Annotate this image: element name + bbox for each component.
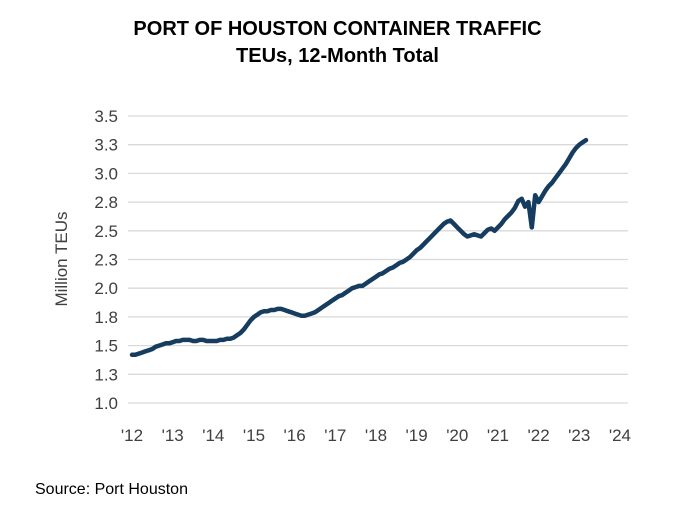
y-tick-label: 2.3 xyxy=(94,251,118,270)
y-tick-label: 2.0 xyxy=(94,279,118,298)
x-tick-label: '21 xyxy=(487,426,509,445)
y-tick-label: 1.5 xyxy=(94,337,118,356)
y-tick-label: 2.5 xyxy=(94,222,118,241)
source-note: Source: Port Houston xyxy=(35,481,188,498)
x-tick-label: '22 xyxy=(528,426,550,445)
y-tick-label: 2.8 xyxy=(94,193,118,212)
y-tick-label: 1.3 xyxy=(94,365,118,384)
x-tick-label: '13 xyxy=(162,426,184,445)
chart-title-line1: PORT OF HOUSTON CONTAINER TRAFFIC xyxy=(133,18,542,40)
y-tick-label: 3.3 xyxy=(94,136,118,155)
chart-title: PORT OF HOUSTON CONTAINER TRAFFIC TEUs, … xyxy=(0,16,675,70)
x-tick-label: '17 xyxy=(324,426,346,445)
y-tick-label: 3.5 xyxy=(94,107,118,126)
y-tick-label: 1.0 xyxy=(94,394,118,413)
x-tick-label: '19 xyxy=(406,426,428,445)
x-tick-label: '16 xyxy=(284,426,306,445)
traffic-line xyxy=(129,137,589,358)
x-tick-label: '20 xyxy=(446,426,468,445)
chart-title-line2: TEUs, 12-Month Total xyxy=(236,45,439,67)
x-tick-label: '14 xyxy=(202,426,224,445)
x-tick-label: '12 xyxy=(121,426,143,445)
y-tick-label: 3.0 xyxy=(94,164,118,183)
x-tick-label: '18 xyxy=(365,426,387,445)
x-tick-label: '23 xyxy=(568,426,590,445)
y-tick-label: 1.8 xyxy=(94,308,118,327)
x-tick-label: '15 xyxy=(243,426,265,445)
x-tick-label: '24 xyxy=(609,426,631,445)
